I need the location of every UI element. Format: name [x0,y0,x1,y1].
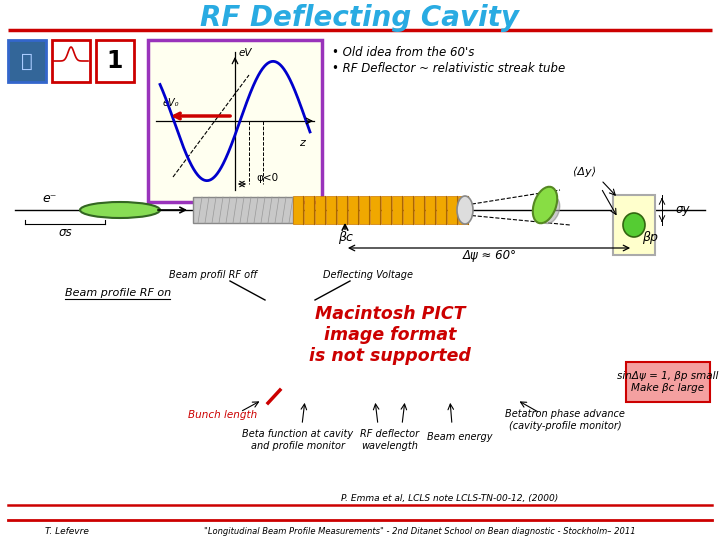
Bar [447,196,457,224]
Ellipse shape [540,197,559,224]
Text: RF deflector
wavelength: RF deflector wavelength [361,429,420,451]
Text: βp: βp [642,232,658,245]
Ellipse shape [623,213,645,237]
Bar [414,196,424,224]
Text: RF Deflecting Cavity: RF Deflecting Cavity [200,4,520,32]
Bar [348,196,358,224]
Text: 🖂: 🖂 [21,51,33,71]
Text: sinΔψ = 1, βp small
Make βc large: sinΔψ = 1, βp small Make βc large [617,371,719,393]
Text: eV: eV [239,48,253,58]
Text: Deflecting Voltage: Deflecting Voltage [323,270,413,280]
Text: z: z [299,138,305,148]
Bar [403,196,413,224]
Bar [193,197,293,223]
Text: "Longitudinal Beam Profile Measurements" - 2nd Ditanet School on Bean diagnostic: "Longitudinal Beam Profile Measurements"… [204,528,636,537]
Bar [293,196,303,224]
Bar [381,196,391,224]
Bar [337,196,347,224]
Bar [613,195,655,255]
Text: Macintosh PICT
image format
is not supported: Macintosh PICT image format is not suppo… [309,305,471,365]
Text: T. Lefevre: T. Lefevre [45,528,89,537]
Text: • Old idea from the 60's: • Old idea from the 60's [332,45,474,58]
Ellipse shape [80,202,160,218]
Ellipse shape [533,187,557,223]
Bar [458,196,468,224]
Text: σs: σs [58,226,72,239]
Bar [370,196,380,224]
Text: e⁻: e⁻ [42,192,57,205]
Bar [392,196,402,224]
Text: 1: 1 [107,49,123,73]
Bar [315,196,325,224]
FancyBboxPatch shape [626,362,710,402]
Text: Beam profile RF on: Beam profile RF on [65,288,171,298]
Bar [52,40,90,82]
Bar [425,196,435,224]
Text: Betatron phase advance
(cavity-profile monitor): Betatron phase advance (cavity-profile m… [505,409,625,431]
Text: Beam profil RF off: Beam profil RF off [169,270,257,280]
Text: • RF Deflector ~ relativistic streak tube: • RF Deflector ~ relativistic streak tub… [332,62,565,75]
Text: Beta function at cavity
and profile monitor: Beta function at cavity and profile moni… [243,429,354,451]
Bar [148,40,322,202]
Bar [326,196,336,224]
Text: σy: σy [676,204,690,217]
Ellipse shape [457,196,473,224]
Text: ⟨Δy⟩: ⟨Δy⟩ [572,167,595,177]
Text: eV₀: eV₀ [163,98,179,108]
Bar [8,40,46,82]
Text: Bunch length: Bunch length [189,410,258,420]
Text: Beam energy: Beam energy [427,432,492,442]
Bar [359,196,369,224]
Text: P. Emma et al, LCLS note LCLS-TN-00-12, (2000): P. Emma et al, LCLS note LCLS-TN-00-12, … [341,494,559,503]
Text: βc: βc [338,232,352,245]
Bar [436,196,446,224]
Bar [304,196,314,224]
Text: φ<0: φ<0 [256,173,278,183]
Bar [96,40,134,82]
Text: Δψ ≈ 60°: Δψ ≈ 60° [463,249,517,262]
